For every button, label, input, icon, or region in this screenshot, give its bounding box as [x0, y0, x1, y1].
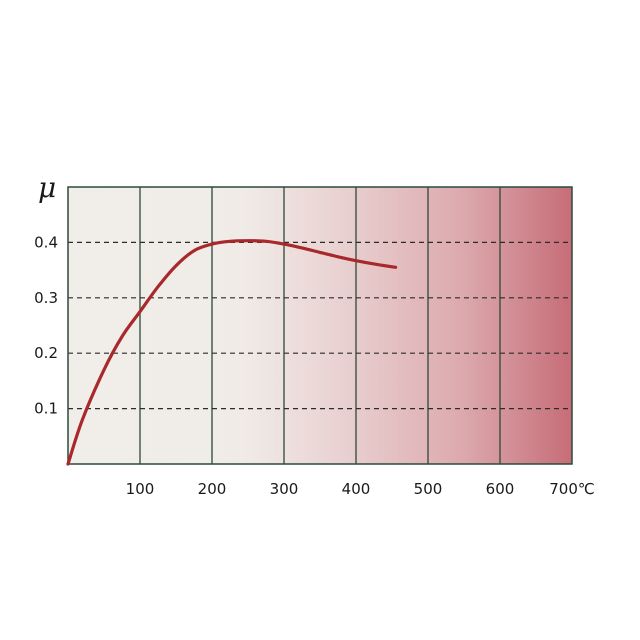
horizontal-gridlines: [68, 241, 572, 410]
x-tick-label-500: 500: [414, 480, 443, 498]
x-tick-label-300: 300: [270, 480, 299, 498]
y-tick-label-0.4: 0.4: [34, 233, 58, 251]
x-tick-label-100: 100: [126, 480, 155, 498]
y-tick-label-0.1: 0.1: [34, 400, 58, 418]
x-tick-label-400: 400: [342, 480, 371, 498]
x-tick-label-600: 600: [486, 480, 515, 498]
series-line-friction: [66, 239, 398, 466]
x-tick-labels: 100 200 300 400 500 600 700℃: [126, 480, 595, 498]
vertical-gridlines: [139, 187, 501, 464]
y-tick-label-0.2: 0.2: [34, 344, 58, 362]
plot-frame: [67, 186, 573, 465]
y-tick-label-0.3: 0.3: [34, 289, 58, 307]
plot-background: [68, 187, 572, 464]
x-tick-label-700: 700℃: [549, 480, 594, 498]
y-tick-labels: 0.1 0.2 0.3 0.4: [34, 233, 58, 417]
x-tick-label-200: 200: [198, 480, 227, 498]
y-axis-label: μ: [38, 171, 56, 204]
